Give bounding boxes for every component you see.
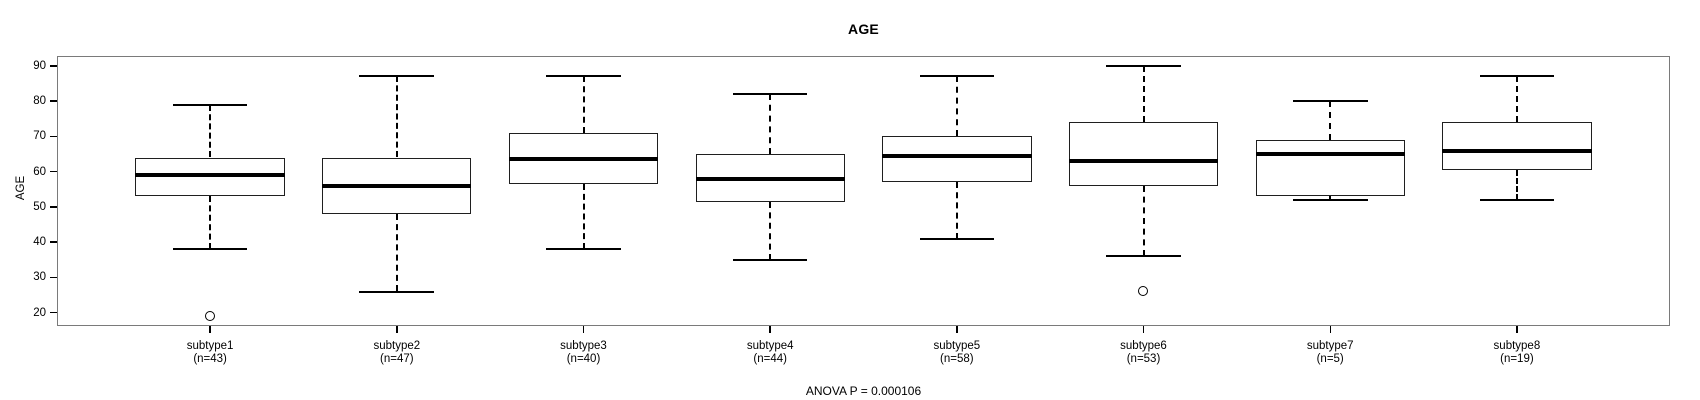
whisker-cap-upper	[546, 75, 621, 78]
x-category-count: (n=44)	[753, 353, 787, 365]
y-tick	[50, 206, 57, 208]
median-line	[1255, 152, 1405, 156]
whisker-cap-upper	[1479, 75, 1555, 78]
y-tick	[50, 276, 57, 279]
x-category-label: subtype6 (n=53)	[1054, 340, 1234, 366]
whisker-lower	[955, 182, 958, 239]
whisker-lower	[769, 201, 772, 260]
x-category-name: subtype8	[1493, 340, 1541, 352]
x-tick	[1329, 326, 1331, 333]
whisker-cap-upper	[1106, 64, 1181, 67]
whisker-cap-upper	[1292, 100, 1368, 103]
x-category-name: subtype5	[933, 340, 981, 352]
x-category-label: subtype7 (n=5)	[1240, 340, 1420, 366]
x-tick	[956, 326, 958, 333]
median-line	[695, 176, 845, 181]
box	[1255, 139, 1405, 197]
y-tick-label: 50	[33, 200, 46, 213]
whisker-lower	[395, 213, 398, 292]
x-category-label: subtype1 (n=43)	[120, 340, 300, 366]
whisker-upper	[1142, 65, 1145, 123]
whisker-cap-lower	[732, 258, 808, 261]
whisker-cap-lower	[359, 290, 435, 293]
y-tick	[50, 241, 57, 243]
chart-title: AGE	[848, 21, 879, 37]
x-category-name: subtype6	[1120, 340, 1167, 352]
median-line	[1068, 159, 1219, 163]
x-category-name: subtype7	[1306, 340, 1354, 352]
whisker-upper	[955, 76, 958, 137]
anova-p-value: ANOVA P = 0.000106	[805, 384, 922, 398]
x-category-count: (n=47)	[380, 353, 414, 365]
y-tick-label: 20	[33, 306, 46, 319]
x-category-label: subtype8 (n=19)	[1427, 340, 1607, 366]
whisker-lower	[1329, 196, 1332, 200]
whisker-cap-lower	[172, 248, 248, 251]
x-category-name: subtype3	[560, 340, 607, 352]
whisker-lower	[582, 184, 585, 250]
x-category-label: subtype5 (n=58)	[867, 340, 1047, 366]
x-tick	[396, 326, 398, 333]
y-tick	[50, 170, 57, 173]
median-line	[322, 183, 472, 188]
y-tick-label: 80	[33, 95, 46, 108]
y-tick	[50, 100, 57, 102]
box	[882, 136, 1032, 183]
whisker-cap-lower	[546, 248, 621, 251]
whisker-upper	[769, 94, 772, 154]
x-category-name: subtype2	[373, 340, 421, 352]
y-tick-label: 60	[33, 165, 46, 178]
outlier-point	[204, 310, 215, 321]
x-tick	[769, 326, 771, 333]
x-category-label: subtype2 (n=47)	[307, 340, 487, 366]
x-category-count: (n=53)	[1126, 353, 1161, 365]
x-tick	[1516, 326, 1518, 333]
x-category-count: (n=5)	[1316, 353, 1344, 365]
whisker-upper	[209, 104, 212, 158]
y-tick-label: 70	[33, 130, 46, 143]
box	[1068, 122, 1219, 186]
whisker-cap-upper	[359, 75, 435, 78]
whisker-lower	[1142, 185, 1145, 257]
whisker-cap-lower	[1106, 255, 1181, 258]
whisker-upper	[1329, 101, 1332, 140]
outlier-point	[1138, 286, 1148, 296]
y-tick	[50, 65, 57, 67]
whisker-cap-upper	[919, 75, 995, 78]
x-category-count: (n=19)	[1500, 353, 1534, 365]
whisker-upper	[395, 76, 398, 158]
median-line	[135, 173, 285, 178]
whisker-cap-lower	[1479, 198, 1555, 201]
x-category-count: (n=43)	[193, 353, 227, 365]
y-tick-label: 40	[33, 236, 46, 249]
whisker-upper	[1515, 76, 1518, 123]
whisker-cap-lower	[1292, 198, 1368, 201]
whisker-upper	[582, 76, 585, 133]
median-line	[882, 153, 1032, 158]
x-category-name: subtype4	[746, 340, 794, 352]
median-line	[1442, 148, 1592, 153]
x-category-label: subtype4 (n=44)	[680, 340, 860, 366]
plot-frame	[57, 56, 1670, 326]
median-line	[508, 157, 659, 162]
whisker-cap-upper	[732, 93, 808, 96]
x-category-count: (n=40)	[566, 353, 601, 365]
x-tick	[209, 326, 211, 333]
y-tick	[50, 311, 57, 314]
x-tick	[582, 326, 585, 333]
y-tick-label: 90	[33, 59, 46, 72]
y-tick	[50, 135, 57, 138]
whisker-lower	[209, 196, 212, 250]
x-tick	[1142, 326, 1145, 333]
whisker-cap-lower	[919, 237, 995, 240]
x-category-count: (n=58)	[940, 353, 974, 365]
whisker-lower	[1515, 169, 1518, 200]
y-tick-label: 30	[33, 271, 46, 284]
x-category-label: subtype3 (n=40)	[494, 340, 674, 366]
box	[1442, 122, 1592, 170]
x-category-name: subtype1	[186, 340, 234, 352]
whisker-cap-upper	[172, 103, 248, 106]
